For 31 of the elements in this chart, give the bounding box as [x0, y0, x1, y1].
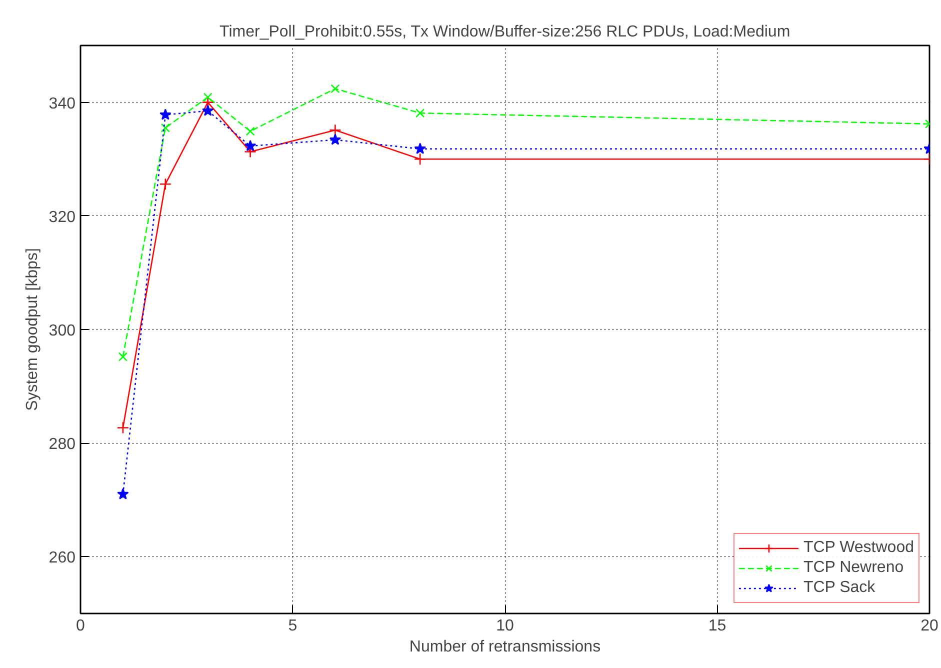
point — [329, 134, 342, 145]
point — [246, 126, 255, 136]
point — [414, 152, 426, 166]
point — [414, 142, 426, 154]
x-tick-label: 0 — [76, 618, 86, 634]
y-tick-label: 340 — [48, 95, 76, 112]
legend-label: TCP Sack — [803, 579, 876, 597]
x-tick-label: 20 — [920, 618, 938, 634]
point — [117, 488, 129, 500]
x-tick-label: 15 — [708, 618, 726, 634]
x-tick-label: 5 — [288, 618, 298, 634]
point — [203, 92, 212, 102]
legend-label: TCP Westwood — [803, 539, 914, 557]
y-tick-label: 280 — [48, 436, 76, 454]
chart-title: Timer_Poll_Prohibit:0.55s, Tx Window/Buffer-size:256 RLC PDUs, Load:Medium — [220, 24, 790, 40]
point — [202, 104, 214, 116]
x-tick-label: 10 — [496, 618, 514, 634]
point — [159, 178, 172, 190]
point — [160, 108, 172, 120]
y-tick-label: 260 — [48, 550, 76, 567]
y-tick-label: 320 — [48, 208, 76, 226]
point — [160, 123, 170, 132]
point — [116, 422, 130, 434]
point — [118, 352, 128, 362]
point — [244, 140, 256, 152]
point — [330, 84, 340, 94]
y-axis-title: System goodput [kbps] — [24, 248, 41, 411]
legend-label: TCP Newreno — [803, 559, 904, 577]
point — [416, 108, 425, 118]
x-axis-title: Number of retransmissions — [409, 638, 601, 656]
y-tick-label: 300 — [48, 322, 76, 340]
